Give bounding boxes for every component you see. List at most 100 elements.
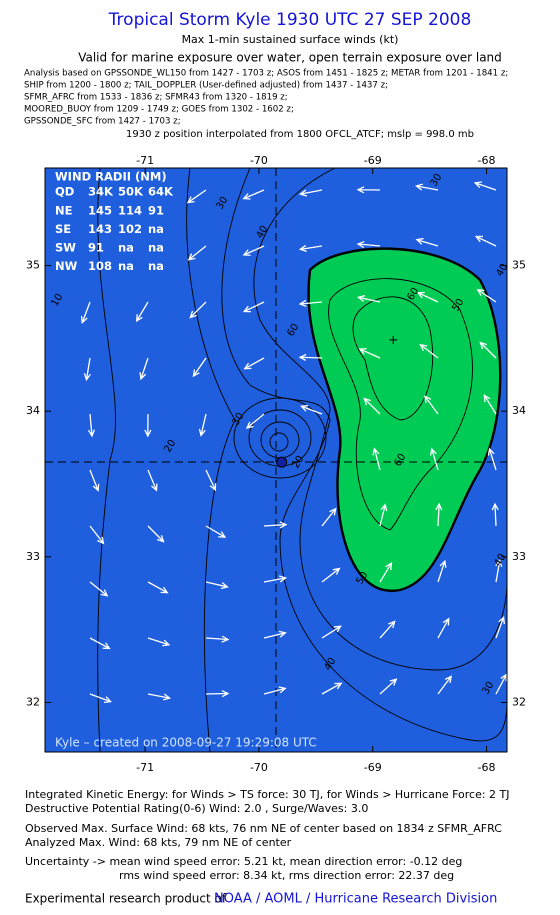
radii-cell: na (148, 241, 164, 255)
wind-arrow (363, 397, 381, 415)
wind-arrow (356, 186, 381, 194)
wind-arrow (147, 525, 165, 543)
wind-arrow (473, 181, 497, 191)
analysis-line: Analysis based on GPSSONDE_WL150 from 14… (24, 69, 508, 79)
wind-arrow (263, 686, 287, 695)
map-frame (44, 167, 508, 753)
footer-line: Destructive Potential Rating(0-6) Wind: … (25, 802, 368, 815)
radii-cell: na (148, 222, 164, 236)
link-prefix: Experimental research product of (25, 892, 227, 906)
wind-arrow (437, 675, 453, 695)
storm-center (276, 456, 288, 468)
wind-arrow (474, 235, 497, 247)
wind-arrow (321, 507, 337, 527)
max-wind-marker (389, 335, 398, 344)
wind-arrow (298, 189, 323, 197)
wind-arrow (80, 301, 91, 324)
validity: Valid for marine exposure over water, op… (78, 51, 502, 65)
wind-arrow (187, 245, 207, 261)
credit: Kyle – created on 2008-09-27 19:29:08 UT… (55, 736, 317, 750)
x-tick-label: -69 (364, 761, 382, 774)
wind-arrow (135, 301, 149, 323)
y-tick-label: 34 (26, 404, 40, 417)
wind-arrow (424, 395, 439, 415)
wind-arrow (379, 678, 398, 695)
radii-header: QD (55, 185, 74, 199)
x-tick-label: -71 (136, 761, 154, 774)
wind-arrow (245, 413, 265, 429)
wind-arrow (89, 525, 105, 545)
footer-line: Observed Max. Surface Wind: 68 kts, 76 n… (25, 822, 502, 835)
wind-arrow (358, 348, 381, 359)
wind-arrow (89, 581, 109, 597)
position-note: 1930 z position interpolated from 1800 O… (126, 129, 474, 140)
radii-cell: na (148, 259, 164, 273)
wind-arrow (491, 502, 499, 527)
wind-arrow (321, 567, 341, 583)
radii-cell: NW (55, 259, 78, 273)
axes: -71 -71 -70 -70 -69 -69 -68 -68 35 35 34 34 33 33 32 32 (26, 154, 526, 774)
radii-cell: 91 (148, 204, 164, 218)
wind-arrow (243, 357, 265, 370)
radii-cell: 143 (88, 222, 112, 236)
contour-label: 40 (492, 552, 508, 569)
radii-cell: na (118, 259, 134, 273)
radii-header: 34K (88, 185, 114, 199)
wind-arrow (415, 237, 439, 247)
text-block: Analysis based on GPSSONDE_WL150 from 14… (24, 69, 510, 883)
radii-cell: 145 (88, 204, 112, 218)
wind-arrow (357, 295, 381, 303)
y-tick-label: 32 (512, 695, 526, 708)
analysis-line: SHIP from 1200 - 1800 z; TAIL_DOPPLER (U… (24, 81, 388, 91)
y-tick-label: 35 (512, 259, 526, 272)
radii-cell: 108 (88, 259, 112, 273)
x-tick-label: -71 (136, 154, 154, 167)
analysis-line: MOORED_BUOY from 1209 - 1749 z; GOES fro… (24, 105, 294, 115)
wind-arrow (483, 394, 497, 415)
radii-cell: na (118, 241, 134, 255)
radii-cell: SE (55, 222, 71, 236)
wind-arrow (479, 341, 497, 359)
radii-header: 64K (148, 185, 174, 199)
wind-arrow (300, 404, 323, 415)
wind-arrow (416, 291, 439, 303)
y-tick-label: 35 (26, 259, 40, 272)
wind-arrow (83, 357, 91, 382)
wind-arrow (189, 301, 207, 319)
wind-arrow (379, 620, 396, 639)
radii-cell: 91 (88, 241, 104, 255)
wind-radii: WIND RADII (NM)QD 34K 50K 64K NE 145 114 91 SE 14… (55, 170, 174, 274)
footer-line: rms wind speed error: 8.34 kt, rms direc… (119, 869, 454, 882)
wind-arrow (147, 469, 158, 492)
wind-arrow (379, 561, 393, 583)
x-tick-label: -68 (478, 154, 496, 167)
wind-arrow (437, 559, 447, 583)
wind-arrow (89, 469, 100, 492)
y-tick-label: 33 (512, 550, 526, 563)
wind-arrow (437, 617, 450, 639)
radii-cell: 102 (118, 222, 142, 236)
link[interactable]: NOAA / AOML / Hurricane Research Divisio… (214, 892, 497, 907)
wind-arrow (263, 521, 288, 529)
footer-line: Integrated Kinetic Energy: for Winds > T… (25, 788, 510, 801)
contour-label: 40 (494, 262, 510, 279)
wind-arrow (89, 693, 112, 704)
wind-arrow (487, 447, 497, 471)
x-tick-label: -68 (478, 761, 496, 774)
radii-cell: SW (55, 241, 76, 255)
wind-arrow (147, 581, 169, 594)
wind-arrow (89, 637, 111, 650)
wind-arrow (205, 525, 227, 538)
wind-arrow (476, 288, 497, 303)
wind-arrow (186, 189, 207, 204)
wind-arrow (356, 240, 381, 249)
wind-arrow (192, 357, 207, 378)
wind-arrow (419, 343, 439, 359)
wind-arrow (263, 575, 288, 583)
radii-title: WIND RADII (NM) (55, 170, 167, 184)
wind-arrow (495, 558, 503, 583)
radii-cell: 114 (118, 204, 142, 218)
analysis-line: SFMR_AFRC from 1533 - 1836 z; SFMR43 fro… (24, 93, 288, 103)
